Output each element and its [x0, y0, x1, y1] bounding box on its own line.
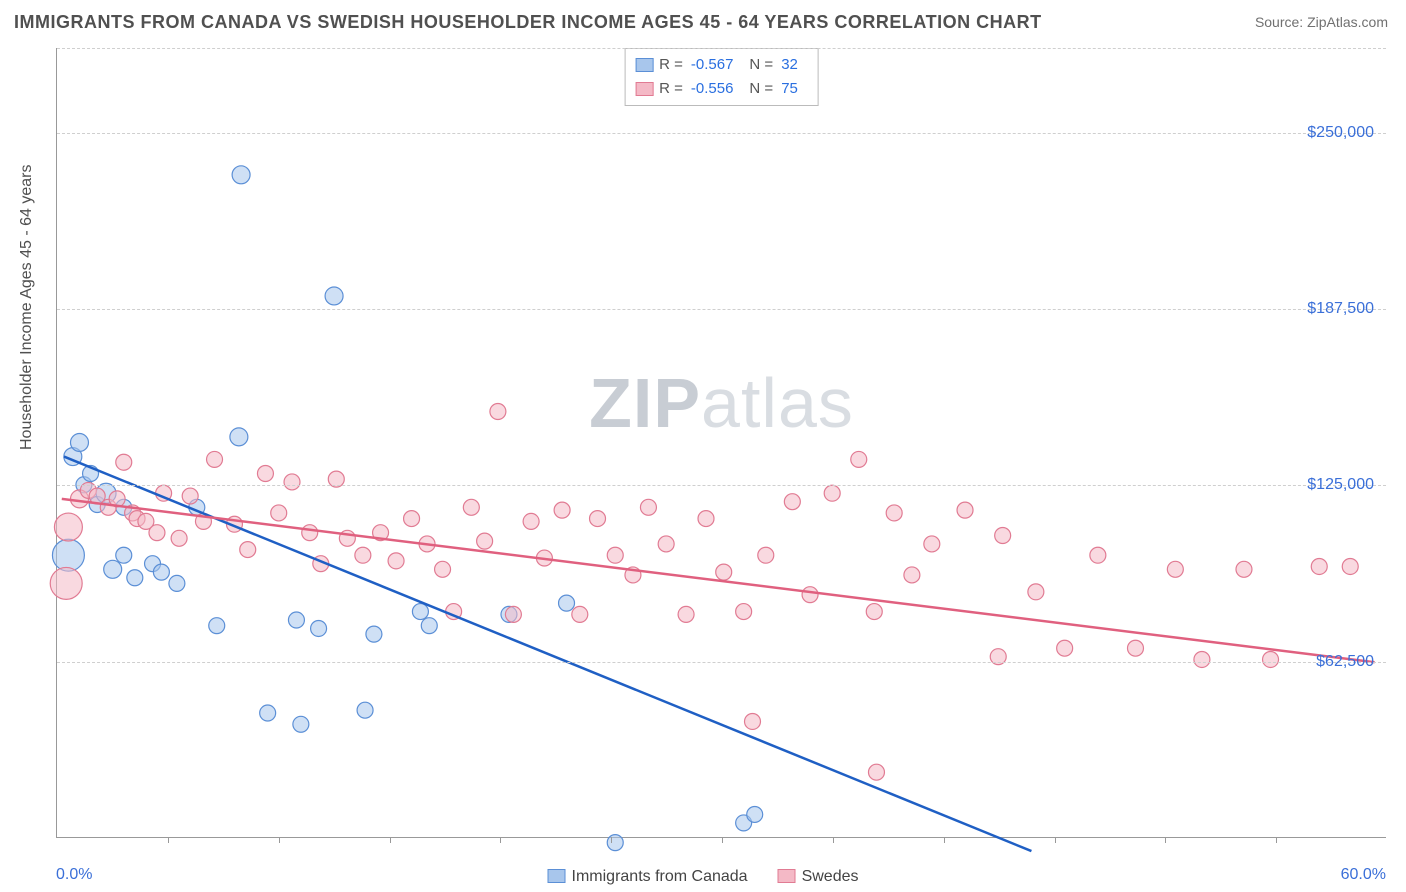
series-legend: Immigrants from Canada Swedes	[548, 868, 859, 886]
x-tick	[1165, 837, 1166, 843]
x-tick	[168, 837, 169, 843]
y-axis-label: Householder Income Ages 45 - 64 years	[18, 165, 36, 451]
legend-n-value-1: 75	[781, 77, 798, 101]
x-tick	[500, 837, 501, 843]
x-tick	[1276, 837, 1277, 843]
legend-n-value-0: 32	[781, 53, 798, 77]
legend-r-label: R =	[659, 77, 683, 101]
gridline-h	[57, 133, 1386, 134]
y-tick-label: $62,500	[1316, 653, 1374, 671]
legend-item-0: Immigrants from Canada	[548, 868, 748, 886]
legend-swatch-icon	[548, 869, 566, 883]
source-attribution: Source: ZipAtlas.com	[1255, 14, 1388, 30]
legend-r-value-0: -0.567	[691, 53, 734, 77]
legend-swatch-0	[635, 58, 653, 72]
trendline-layer	[57, 48, 1386, 837]
correlation-legend: R = -0.567 N = 32 R = -0.556 N = 75	[624, 48, 819, 106]
y-tick-label: $187,500	[1307, 300, 1374, 318]
legend-swatch-icon	[778, 869, 796, 883]
legend-item-1: Swedes	[778, 868, 859, 886]
chart-title: IMMIGRANTS FROM CANADA VS SWEDISH HOUSEH…	[14, 12, 1042, 33]
x-tick	[722, 837, 723, 843]
gridline-h	[57, 48, 1386, 49]
legend-row-series-0: R = -0.567 N = 32	[635, 53, 808, 77]
data-point	[607, 835, 623, 851]
x-tick	[833, 837, 834, 843]
trend-line	[64, 457, 1031, 851]
x-tick	[1055, 837, 1056, 843]
legend-row-series-1: R = -0.556 N = 75	[635, 77, 808, 101]
x-tick	[390, 837, 391, 843]
x-axis-min-label: 0.0%	[56, 866, 92, 884]
trend-line	[62, 499, 1375, 662]
y-tick-label: $125,000	[1307, 476, 1374, 494]
legend-n-label: N =	[749, 77, 773, 101]
x-tick	[279, 837, 280, 843]
legend-r-value-1: -0.556	[691, 77, 734, 101]
gridline-h	[57, 662, 1386, 663]
plot-area: ZIPatlas R = -0.567 N = 32 R = -0.556 N …	[56, 48, 1386, 838]
y-tick-label: $250,000	[1307, 124, 1374, 142]
x-tick	[611, 837, 612, 843]
legend-item-label: Immigrants from Canada	[572, 868, 748, 885]
x-tick	[944, 837, 945, 843]
legend-item-label: Swedes	[802, 868, 859, 885]
legend-swatch-1	[635, 82, 653, 96]
legend-r-label: R =	[659, 53, 683, 77]
legend-n-label: N =	[749, 53, 773, 77]
gridline-h	[57, 309, 1386, 310]
x-axis-max-label: 60.0%	[1341, 866, 1386, 884]
gridline-h	[57, 485, 1386, 486]
